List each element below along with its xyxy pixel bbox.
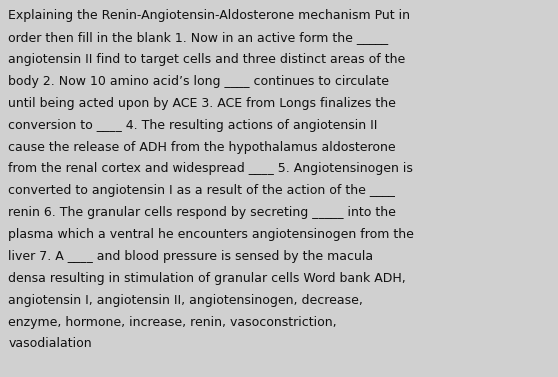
Text: densa resulting in stimulation of granular cells Word bank ADH,: densa resulting in stimulation of granul…	[8, 272, 406, 285]
Text: cause the release of ADH from the hypothalamus aldosterone: cause the release of ADH from the hypoth…	[8, 141, 396, 153]
Text: angiotensin II find to target cells and three distinct areas of the: angiotensin II find to target cells and …	[8, 53, 406, 66]
Text: vasodialation: vasodialation	[8, 337, 92, 350]
Text: renin 6. The granular cells respond by secreting _____ into the: renin 6. The granular cells respond by s…	[8, 206, 396, 219]
Text: until being acted upon by ACE 3. ACE from Longs finalizes the: until being acted upon by ACE 3. ACE fro…	[8, 97, 396, 110]
Text: angiotensin I, angiotensin II, angiotensinogen, decrease,: angiotensin I, angiotensin II, angiotens…	[8, 294, 363, 307]
Text: liver 7. A ____ and blood pressure is sensed by the macula: liver 7. A ____ and blood pressure is se…	[8, 250, 373, 263]
Text: Explaining the Renin-Angiotensin-Aldosterone mechanism Put in: Explaining the Renin-Angiotensin-Aldoste…	[8, 9, 410, 22]
Text: from the renal cortex and widespread ____ 5. Angiotensinogen is: from the renal cortex and widespread ___…	[8, 162, 413, 175]
Text: enzyme, hormone, increase, renin, vasoconstriction,: enzyme, hormone, increase, renin, vasoco…	[8, 316, 337, 328]
Text: plasma which a ventral he encounters angiotensinogen from the: plasma which a ventral he encounters ang…	[8, 228, 414, 241]
Text: conversion to ____ 4. The resulting actions of angiotensin II: conversion to ____ 4. The resulting acti…	[8, 119, 378, 132]
Text: converted to angiotensin I as a result of the action of the ____: converted to angiotensin I as a result o…	[8, 184, 395, 197]
Text: body 2. Now 10 amino acid’s long ____ continues to circulate: body 2. Now 10 amino acid’s long ____ co…	[8, 75, 389, 88]
Text: order then fill in the blank 1. Now in an active form the _____: order then fill in the blank 1. Now in a…	[8, 31, 388, 44]
